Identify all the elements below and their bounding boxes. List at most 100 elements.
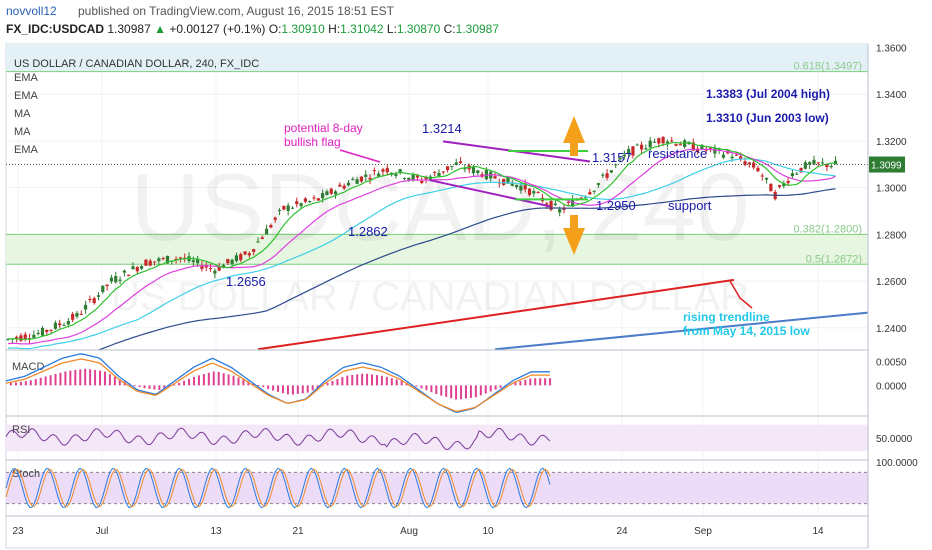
candle-body bbox=[665, 141, 670, 144]
candle-body bbox=[674, 144, 678, 146]
macd-bar bbox=[282, 385, 284, 394]
macd-bar bbox=[336, 378, 339, 386]
macd-signal bbox=[5, 358, 550, 412]
candle-body bbox=[243, 251, 247, 255]
macd-bar bbox=[54, 373, 57, 386]
candle-body bbox=[260, 237, 264, 240]
close-value: 1.30987 bbox=[455, 22, 500, 36]
flag-label-line2: bullish flag bbox=[284, 135, 341, 149]
candle-body bbox=[398, 169, 402, 174]
macd-bar bbox=[306, 385, 309, 393]
candle-body bbox=[411, 174, 415, 180]
macd-bar bbox=[188, 378, 191, 386]
candle-body bbox=[105, 284, 109, 287]
candle-body bbox=[463, 168, 467, 170]
candle-body bbox=[803, 162, 807, 169]
candle-body bbox=[493, 176, 497, 179]
candle-body bbox=[381, 169, 385, 172]
trendline-pointer bbox=[729, 280, 753, 309]
candle-body bbox=[196, 258, 200, 264]
candle-body bbox=[717, 148, 721, 151]
candle-body bbox=[230, 259, 234, 265]
macd-bar bbox=[153, 385, 156, 390]
macd-bar bbox=[103, 371, 106, 386]
macd-bar bbox=[227, 374, 230, 386]
macd-bar bbox=[316, 385, 319, 388]
macd-bar bbox=[113, 376, 116, 386]
candle-body bbox=[346, 182, 351, 186]
candle-body bbox=[605, 173, 609, 178]
macd-bar bbox=[222, 373, 225, 386]
price-change: +0.00127 (+0.1%) bbox=[169, 22, 266, 36]
candle-body bbox=[678, 144, 682, 146]
blue-trendline bbox=[494, 311, 869, 351]
candle-body bbox=[700, 144, 704, 150]
rsi-line bbox=[5, 427, 551, 450]
candle-body bbox=[161, 258, 165, 260]
candle-body bbox=[756, 167, 760, 172]
red-trendline bbox=[257, 278, 735, 351]
macd-bar bbox=[192, 376, 195, 386]
candle-body bbox=[165, 255, 170, 264]
candle-body bbox=[536, 192, 540, 194]
candle-body bbox=[558, 209, 562, 213]
watermark-symbol: USDCAD, 240 bbox=[131, 154, 750, 261]
macd-bar bbox=[168, 385, 171, 387]
candle-body bbox=[364, 174, 368, 177]
ema-long bbox=[96, 188, 836, 350]
candle-body bbox=[739, 156, 743, 160]
candle-body bbox=[157, 258, 161, 262]
macd-bar bbox=[74, 369, 77, 386]
candle-body bbox=[234, 255, 239, 262]
candle-body bbox=[670, 140, 674, 142]
macd-bar bbox=[10, 383, 12, 386]
price-chart[interactable]: 0.618(1.3497) 0.382(1.2800) 0.5(1.2672) US… bbox=[0, 40, 932, 550]
candle-body bbox=[140, 266, 144, 269]
price-tick: 1.2400 bbox=[876, 324, 907, 335]
macd-bar bbox=[514, 382, 517, 386]
stoch-tick: 100.0000 bbox=[876, 458, 918, 469]
candle-body bbox=[786, 180, 790, 184]
candle-body bbox=[454, 162, 458, 165]
candle-body bbox=[777, 185, 782, 188]
macd-bar bbox=[479, 385, 482, 396]
stoch-k bbox=[5, 467, 551, 509]
candle-body bbox=[394, 174, 398, 177]
macd-bar bbox=[390, 378, 393, 386]
fib-label: 0.382(1.2800) bbox=[794, 223, 863, 235]
rsi-tick: 50.0000 bbox=[876, 434, 913, 445]
candle-body bbox=[592, 190, 596, 192]
macd-bar bbox=[430, 385, 433, 393]
macd-bar bbox=[326, 382, 329, 386]
candle-body bbox=[62, 324, 66, 326]
open-value: 1.30910 bbox=[281, 22, 325, 36]
candle-body bbox=[708, 147, 713, 149]
candle-body bbox=[812, 159, 816, 165]
jul2004-label: 1.3383 (Jul 2004 high) bbox=[706, 87, 830, 101]
candle-body bbox=[372, 170, 376, 172]
candle-body bbox=[217, 265, 221, 271]
macd-bar bbox=[351, 374, 354, 386]
macd-bar bbox=[34, 379, 37, 386]
flag-lower-line bbox=[429, 179, 551, 208]
candle-body bbox=[277, 210, 282, 212]
author-link[interactable]: novvoll12 bbox=[6, 4, 57, 18]
macd-bar bbox=[79, 369, 82, 386]
candle-body bbox=[734, 154, 738, 156]
rsi-label: RSI bbox=[12, 424, 30, 436]
macd-bar bbox=[178, 382, 181, 386]
candle-body bbox=[652, 141, 657, 143]
candle-body bbox=[308, 201, 312, 203]
ema-green bbox=[7, 141, 836, 340]
candle-body bbox=[566, 202, 570, 204]
macd-bar bbox=[118, 379, 121, 386]
arrow-down-icon bbox=[563, 215, 585, 255]
candle-body bbox=[96, 295, 101, 297]
candle-body bbox=[32, 334, 36, 338]
candle-body bbox=[523, 183, 527, 190]
candle-body bbox=[15, 336, 19, 339]
macd-bar bbox=[291, 385, 294, 395]
candle-body bbox=[795, 173, 799, 175]
candle-body bbox=[631, 146, 635, 156]
candle-body bbox=[808, 162, 812, 165]
